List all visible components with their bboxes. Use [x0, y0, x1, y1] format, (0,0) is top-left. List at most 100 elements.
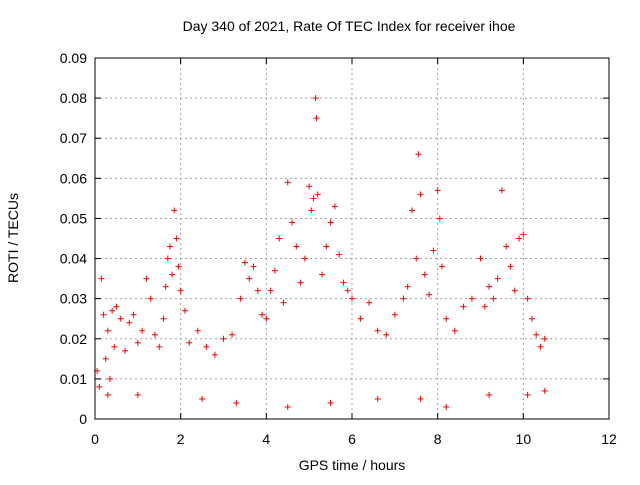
data-point: [408, 207, 415, 214]
data-point: [113, 303, 120, 310]
data-point: [220, 335, 227, 342]
y-tick-label: 0.02: [60, 331, 87, 347]
data-point: [426, 291, 433, 298]
data-point: [468, 295, 475, 302]
x-tick-label: 12: [601, 431, 617, 447]
y-tick-label: 0.05: [60, 210, 87, 226]
data-point: [413, 255, 420, 262]
data-point: [171, 207, 178, 214]
y-tick-label: 0.03: [60, 291, 87, 307]
data-point: [314, 191, 321, 198]
data-point: [156, 343, 163, 350]
data-point: [306, 183, 313, 190]
data-point: [524, 391, 531, 398]
data-point: [415, 151, 422, 158]
data-point: [404, 283, 411, 290]
data-point: [438, 263, 445, 270]
x-tick-label: 2: [177, 431, 185, 447]
tick-layer: 0 2 4 6 8 10 12 0 0.01 0.02 0.03 0.04 0.05 0.06 0.07 0.…: [60, 50, 617, 447]
data-point: [357, 315, 364, 322]
data-point: [134, 391, 141, 398]
y-tick-label: 0.04: [60, 251, 87, 267]
data-point: [126, 319, 133, 326]
data-point: [199, 395, 206, 402]
data-point: [443, 403, 450, 410]
data-point: [481, 303, 488, 310]
y-tick-label: 0: [79, 411, 87, 427]
points-layer: [94, 95, 548, 410]
data-point: [177, 287, 184, 294]
data-point: [524, 295, 531, 302]
data-point: [498, 187, 505, 194]
data-point: [276, 235, 283, 242]
y-tick-label: 0.09: [60, 50, 87, 66]
x-tick-label: 0: [91, 431, 99, 447]
data-point: [229, 331, 236, 338]
data-point: [323, 243, 330, 250]
data-point: [164, 255, 171, 262]
data-point: [336, 251, 343, 258]
data-point: [486, 391, 493, 398]
data-point: [166, 243, 173, 250]
data-point: [130, 311, 137, 318]
plot-frame: [94, 57, 610, 420]
y-tick-label: 0.08: [60, 90, 87, 106]
data-point: [293, 243, 300, 250]
data-point: [147, 295, 154, 302]
data-point: [233, 399, 240, 406]
data-point: [175, 263, 182, 270]
data-point: [237, 295, 244, 302]
data-point: [301, 255, 308, 262]
data-point: [340, 279, 347, 286]
data-point: [313, 115, 320, 122]
data-point: [162, 283, 169, 290]
data-point: [494, 275, 501, 282]
data-point: [109, 307, 116, 314]
data-point: [417, 395, 424, 402]
data-point: [319, 271, 326, 278]
data-point: [246, 275, 253, 282]
y-tick-label: 0.01: [60, 371, 87, 387]
data-point: [516, 235, 523, 242]
grid-layer: [95, 58, 609, 419]
data-point: [104, 391, 111, 398]
data-point: [503, 243, 510, 250]
data-point: [134, 339, 141, 346]
data-point: [430, 247, 437, 254]
data-point: [289, 219, 296, 226]
chart-title: Day 340 of 2021, Rate Of TEC Index for r…: [183, 18, 516, 34]
y-tick-label: 0.06: [60, 170, 87, 186]
data-point: [284, 403, 291, 410]
data-point: [374, 395, 381, 402]
data-point: [194, 327, 201, 334]
data-point: [102, 355, 109, 362]
data-point: [263, 315, 270, 322]
data-point: [327, 399, 334, 406]
data-point: [486, 283, 493, 290]
data-point: [443, 315, 450, 322]
data-point: [106, 375, 113, 382]
data-point: [139, 327, 146, 334]
data-point: [312, 95, 319, 102]
data-point: [308, 207, 315, 214]
data-point: [121, 347, 128, 354]
y-axis-label: ROTI / TECUs: [5, 193, 21, 283]
x-tick-label: 4: [262, 431, 270, 447]
data-point: [104, 327, 111, 334]
x-axis-label: GPS time / hours: [299, 457, 406, 473]
data-point: [434, 187, 441, 194]
data-point: [477, 255, 484, 262]
data-point: [436, 215, 443, 222]
data-point: [271, 267, 278, 274]
data-point: [366, 299, 373, 306]
data-point: [331, 203, 338, 210]
data-point: [374, 327, 381, 334]
data-point: [98, 275, 105, 282]
data-point: [169, 271, 176, 278]
x-tick-label: 6: [348, 431, 356, 447]
data-point: [186, 339, 193, 346]
data-point: [181, 307, 188, 314]
data-point: [267, 287, 274, 294]
